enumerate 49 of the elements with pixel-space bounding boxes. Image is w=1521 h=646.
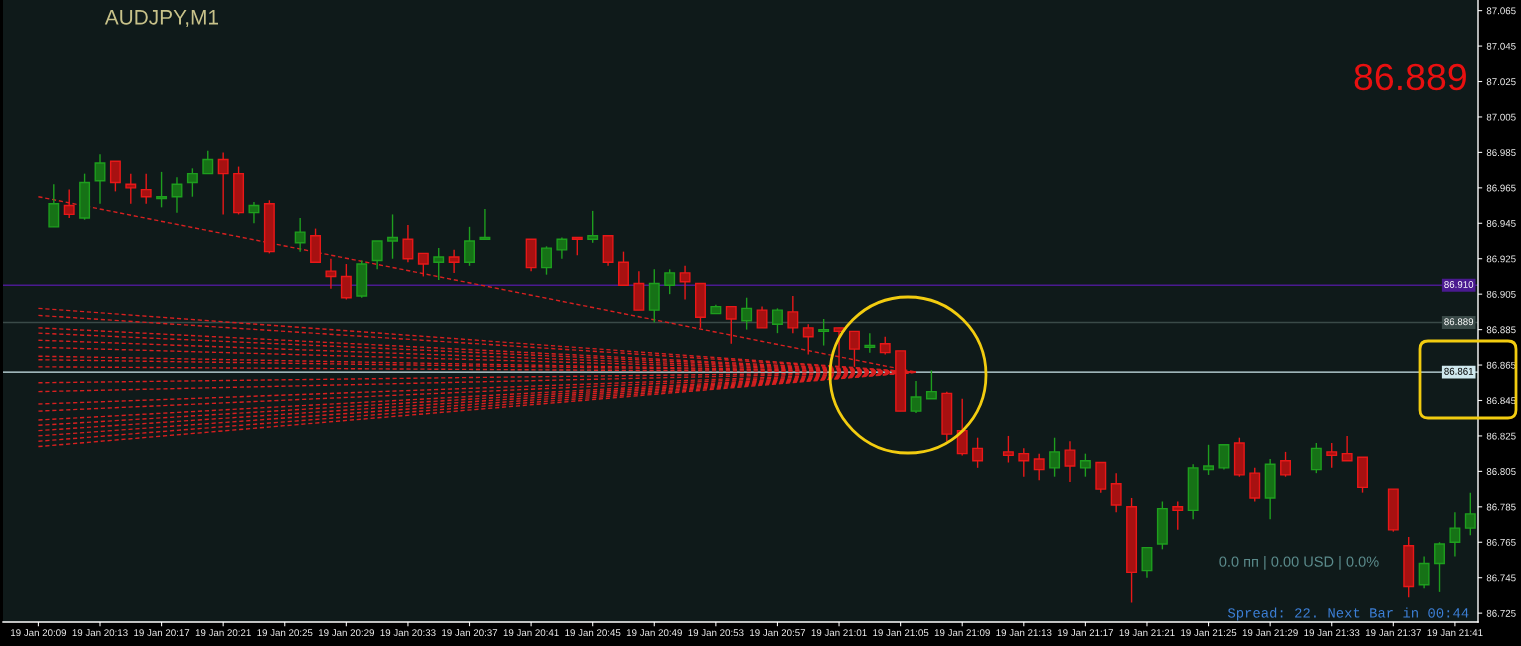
x-tick-label: 19 Jan 20:29 bbox=[318, 629, 374, 637]
y-tick-label: 86.745 bbox=[1486, 574, 1516, 582]
x-tick-label: 19 Jan 20:45 bbox=[565, 629, 621, 637]
y-tick-label: 87.045 bbox=[1486, 42, 1516, 50]
x-tick-label: 19 Jan 20:41 bbox=[503, 629, 559, 637]
ref-line-label: 86.910 bbox=[1444, 281, 1474, 288]
y-tick-label: 86.985 bbox=[1486, 149, 1516, 157]
x-tick-label: 19 Jan 20:37 bbox=[442, 629, 498, 637]
annotation: 86.889 bbox=[1354, 63, 1466, 91]
x-tick-label: 19 Jan 20:57 bbox=[750, 629, 806, 637]
x-tick-label: 19 Jan 21:09 bbox=[934, 629, 990, 637]
x-tick-label: 19 Jan 20:13 bbox=[72, 629, 128, 637]
y-tick-label: 86.725 bbox=[1486, 609, 1516, 617]
y-tick-label: 86.785 bbox=[1486, 503, 1516, 511]
x-tick-label: 19 Jan 20:53 bbox=[688, 629, 744, 637]
y-tick-label: 86.885 bbox=[1486, 326, 1516, 334]
y-tick-label: 87.005 bbox=[1486, 113, 1516, 121]
y-tick-label: 86.825 bbox=[1486, 432, 1516, 440]
y-tick-label: 86.905 bbox=[1486, 290, 1516, 298]
y-tick-label: 86.945 bbox=[1486, 220, 1516, 227]
x-tick-label: 19 Jan 20:09 bbox=[11, 629, 67, 637]
y-tick-label: 87.065 bbox=[1486, 7, 1516, 15]
x-tick-label: 19 Jan 21:37 bbox=[1365, 629, 1421, 637]
x-tick-label: 19 Jan 21:29 bbox=[1242, 629, 1298, 637]
x-tick-label: 19 Jan 21:25 bbox=[1181, 629, 1237, 637]
x-tick-label: 19 Jan 21:17 bbox=[1058, 629, 1114, 637]
chart-title: AUDJPY,M1 bbox=[104, 10, 218, 28]
y-tick-label: 86.965 bbox=[1486, 184, 1516, 192]
x-tick-label: 19 Jan 21:33 bbox=[1304, 629, 1360, 637]
x-tick-label: 19 Jan 21:13 bbox=[996, 629, 1052, 637]
y-tick-label: 86.925 bbox=[1486, 255, 1516, 263]
annotation: 0.0 пп | 0.00 USD | 0.0% bbox=[1219, 556, 1379, 570]
x-tick-label: 19 Jan 20:21 bbox=[195, 629, 251, 637]
x-tick-label: 19 Jan 21:01 bbox=[811, 629, 867, 637]
y-tick-label: 86.865 bbox=[1486, 361, 1516, 369]
x-tick-label: 19 Jan 20:25 bbox=[257, 629, 313, 637]
y-tick-label: 86.805 bbox=[1486, 468, 1516, 475]
ref-line-label: 86.861 bbox=[1444, 367, 1474, 375]
x-tick-label: 19 Jan 20:17 bbox=[134, 629, 190, 637]
x-tick-label: 19 Jan 20:33 bbox=[380, 629, 436, 637]
y-tick-label: 86.845 bbox=[1486, 397, 1516, 405]
x-tick-label: 19 Jan 20:49 bbox=[626, 629, 682, 637]
annotation: Spread: 22. Next Bar in 00:44 bbox=[1227, 607, 1469, 621]
x-tick-label: 19 Jan 21:21 bbox=[1119, 629, 1175, 637]
y-tick-label: 87.025 bbox=[1486, 78, 1516, 86]
y-tick-label: 86.765 bbox=[1486, 538, 1516, 546]
x-tick-label: 19 Jan 21:41 bbox=[1427, 629, 1483, 637]
ref-line-label: 86.889 bbox=[1444, 318, 1474, 326]
x-tick-label: 19 Jan 21:05 bbox=[873, 629, 929, 637]
